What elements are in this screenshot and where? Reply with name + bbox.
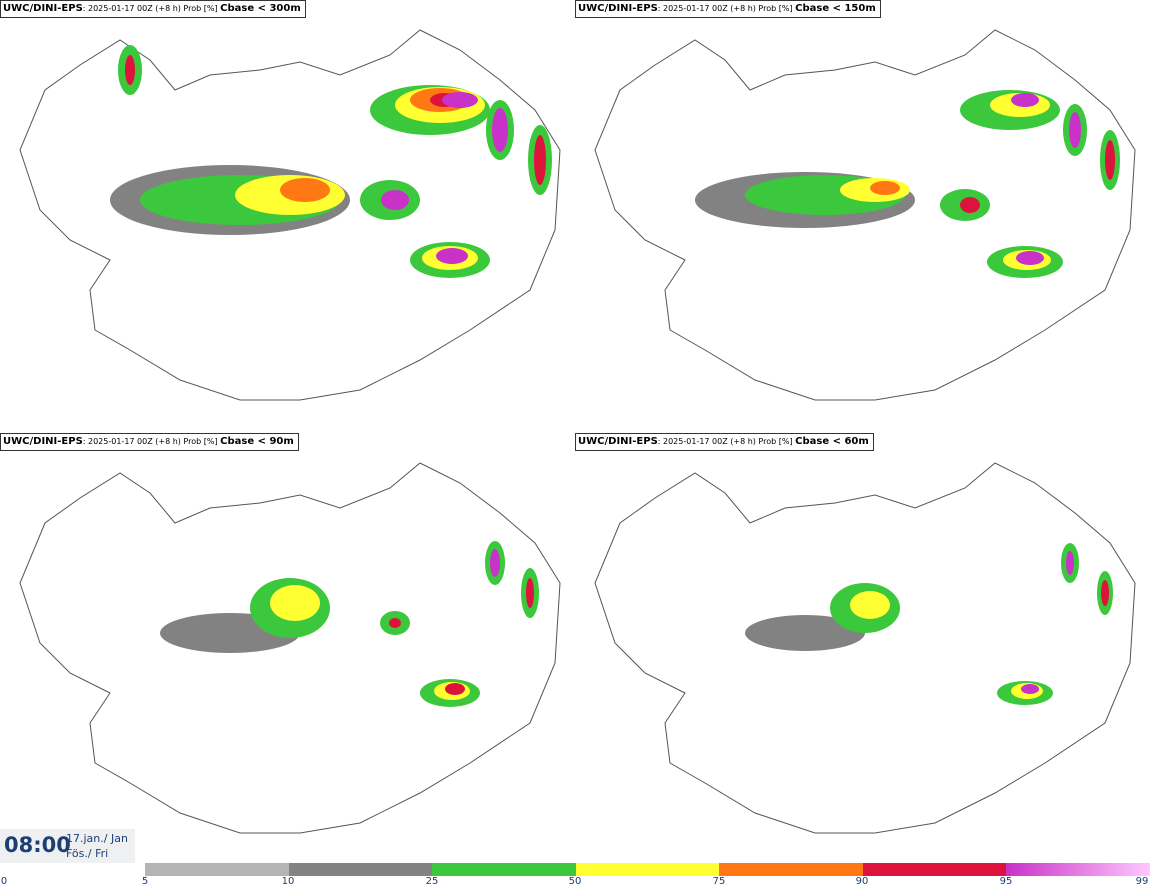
iceland-map-150	[594, 29, 1136, 401]
iceland-map-90	[19, 462, 561, 834]
legend-tick-75: 75	[712, 876, 726, 887]
legend-tick-25: 25	[425, 876, 439, 887]
legend-seg-25-50	[432, 863, 576, 876]
legend-tick-50: 50	[568, 876, 582, 887]
legend-seg-75-90	[719, 863, 863, 876]
legend-tick-90: 90	[855, 876, 869, 887]
legend-seg-5-10	[145, 863, 289, 876]
legend-seg-50-75	[575, 863, 720, 876]
iceland-map-60	[594, 462, 1136, 834]
valid-date: 17.jan./ Jan Fös./ Fri	[66, 831, 128, 861]
valid-time: 08:00	[4, 833, 71, 857]
valid-date-line2: Fös./ Fri	[66, 847, 109, 860]
map-panel-cbase-300: UWC/DINI-EPS: 2025-01-17 00Z (+8 h) Prob…	[0, 0, 575, 430]
legend-tick-95: 95	[999, 876, 1013, 887]
panel-title: UWC/DINI-EPS: 2025-01-17 00Z (+8 h) Prob…	[0, 433, 299, 451]
panel-title: UWC/DINI-EPS: 2025-01-17 00Z (+8 h) Prob…	[575, 0, 881, 18]
legend-seg-90-95	[862, 863, 1007, 876]
probability-legend	[145, 863, 1150, 876]
iceland-map-300	[19, 29, 561, 401]
map-panel-cbase-150: UWC/DINI-EPS: 2025-01-17 00Z (+8 h) Prob…	[575, 0, 1150, 430]
legend-tick-5: 5	[141, 876, 149, 887]
legend-tick-99: 99	[1135, 876, 1149, 887]
probability-field	[110, 45, 552, 278]
valid-time-box: 08:00 17.jan./ Jan Fös./ Fri	[0, 829, 135, 863]
map-panel-cbase-60: UWC/DINI-EPS: 2025-01-17 00Z (+8 h) Prob…	[575, 433, 1150, 863]
panel-title: UWC/DINI-EPS: 2025-01-17 00Z (+8 h) Prob…	[575, 433, 874, 451]
legend-tick-0: 0	[0, 876, 8, 887]
valid-date-line1: 17.jan./ Jan	[66, 832, 128, 845]
legend-seg-95-99	[1006, 863, 1150, 876]
legend-tick-10: 10	[281, 876, 295, 887]
panel-title: UWC/DINI-EPS: 2025-01-17 00Z (+8 h) Prob…	[0, 0, 306, 18]
legend-seg-10-25	[288, 863, 433, 876]
map-panel-cbase-90: UWC/DINI-EPS: 2025-01-17 00Z (+8 h) Prob…	[0, 433, 575, 863]
